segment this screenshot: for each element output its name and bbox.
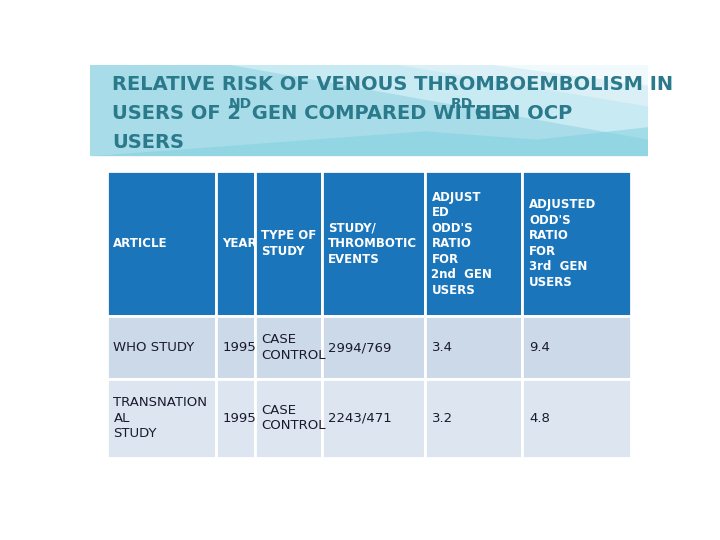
- Text: ADJUSTED
ODD'S
RATIO
FOR
3rd  GEN
USERS: ADJUSTED ODD'S RATIO FOR 3rd GEN USERS: [529, 198, 596, 289]
- Text: TYPE OF
STUDY: TYPE OF STUDY: [261, 230, 317, 258]
- Polygon shape: [90, 65, 648, 156]
- Bar: [322, 379, 425, 458]
- Bar: [107, 316, 215, 379]
- Text: 2994/769: 2994/769: [328, 341, 392, 354]
- Bar: [322, 316, 425, 379]
- Polygon shape: [397, 65, 648, 106]
- Polygon shape: [230, 65, 648, 140]
- Bar: [255, 379, 322, 458]
- Bar: [523, 379, 631, 458]
- Text: TRANSNATION
AL
STUDY: TRANSNATION AL STUDY: [114, 396, 207, 440]
- Text: ND: ND: [228, 97, 251, 111]
- Text: STUDY/
THROMBOTIC
EVENTS: STUDY/ THROMBOTIC EVENTS: [328, 221, 418, 266]
- Text: CASE
CONTROL: CASE CONTROL: [261, 333, 326, 362]
- Polygon shape: [492, 65, 648, 85]
- Text: GEN COMPARED WITH 3: GEN COMPARED WITH 3: [245, 104, 512, 123]
- Bar: [425, 379, 523, 458]
- Text: 1995: 1995: [222, 411, 256, 425]
- Text: RELATIVE RISK OF VENOUS THROMBOEMBOLISM IN: RELATIVE RISK OF VENOUS THROMBOEMBOLISM …: [112, 75, 673, 94]
- Text: RD: RD: [451, 97, 473, 111]
- Bar: [255, 171, 322, 316]
- Text: 1995: 1995: [222, 341, 256, 354]
- Bar: [90, 65, 648, 156]
- Polygon shape: [90, 127, 648, 156]
- Text: 9.4: 9.4: [529, 341, 550, 354]
- Bar: [425, 171, 523, 316]
- Text: ARTICLE: ARTICLE: [114, 237, 168, 250]
- Text: GEN OCP: GEN OCP: [468, 104, 572, 123]
- Text: 3.4: 3.4: [431, 341, 452, 354]
- Bar: [107, 379, 215, 458]
- Text: 3.2: 3.2: [431, 411, 453, 425]
- Bar: [425, 316, 523, 379]
- Text: 4.8: 4.8: [529, 411, 550, 425]
- Bar: [523, 171, 631, 316]
- Text: CASE
CONTROL: CASE CONTROL: [261, 404, 326, 433]
- Bar: [322, 171, 425, 316]
- Bar: [255, 316, 322, 379]
- Text: WHO STUDY: WHO STUDY: [114, 341, 194, 354]
- Bar: [107, 171, 215, 316]
- Text: USERS OF 2: USERS OF 2: [112, 104, 241, 123]
- Bar: [215, 379, 255, 458]
- Text: YEAR: YEAR: [222, 237, 257, 250]
- Bar: [215, 171, 255, 316]
- Text: ADJUST
ED
ODD'S
RATIO
FOR
2nd  GEN
USERS: ADJUST ED ODD'S RATIO FOR 2nd GEN USERS: [431, 191, 492, 296]
- Text: USERS: USERS: [112, 133, 184, 152]
- Bar: [215, 316, 255, 379]
- Text: 2243/471: 2243/471: [328, 411, 392, 425]
- Bar: [523, 316, 631, 379]
